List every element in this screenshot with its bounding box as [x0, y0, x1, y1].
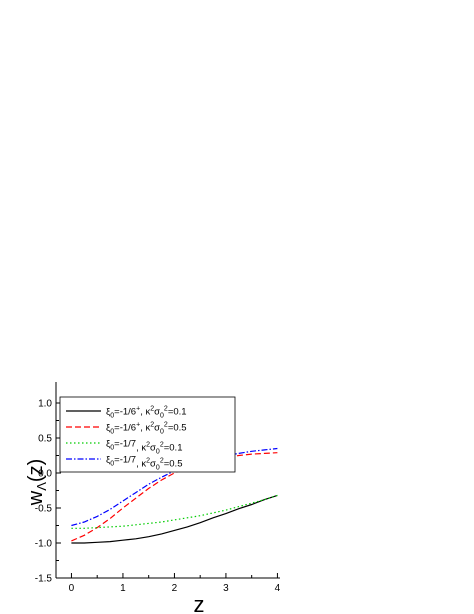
y-tick-label: 1.0 [38, 399, 52, 410]
legend-items: ξ0=-1/6+, κ2σ02=0.1 ξ0=-1/6+, κ2σ02=0.5 ξ0… [66, 406, 187, 472]
legend-label-1: ξ0=-1/6+, κ2σ02=0.1 [106, 406, 187, 420]
x-tick-label: 4 [275, 583, 281, 594]
x-axis-title: z [194, 592, 205, 614]
x-tick-label: 0 [69, 583, 75, 594]
legend-label-4: ξ0=-1/7, κ2σ02=0.5 [106, 455, 182, 472]
series-line-2 [71, 452, 278, 542]
x-ticks: 0 1 2 3 4 [69, 573, 281, 594]
x-tick-label: 1 [120, 583, 126, 594]
legend-label-3: ξ0=-1/7, κ2σ02=0.1 [106, 439, 182, 456]
y-tick-label: -1.5 [35, 574, 53, 585]
svg-text:wΛ(z): wΛ(z) [25, 459, 49, 506]
y-axis-title-arg: (z) [25, 459, 47, 482]
legend: ξ0=-1/6+, κ2σ02=0.1 ξ0=-1/6+, κ2σ02=0.5 ξ0… [59, 396, 236, 473]
series-line-3 [71, 494, 278, 529]
y-axis-title-main: w [25, 490, 47, 506]
y-axis-title: wΛ(z) [25, 459, 49, 506]
y-axis-title-sub: Λ [34, 482, 49, 491]
y-tick-label: 0.0 [38, 469, 52, 480]
x-tick-label: 3 [223, 583, 229, 594]
series-line-1 [71, 494, 278, 544]
y-tick-label: -0.5 [35, 504, 53, 515]
y-tick-label: 0.5 [38, 434, 52, 445]
x-tick-label: 2 [172, 583, 178, 594]
y-tick-label: -1.0 [35, 539, 53, 550]
legend-label-2: ξ0=-1/6+, κ2σ02=0.5 [106, 422, 187, 436]
